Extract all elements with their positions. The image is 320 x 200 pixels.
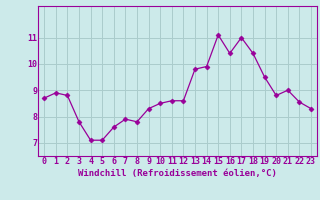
X-axis label: Windchill (Refroidissement éolien,°C): Windchill (Refroidissement éolien,°C) bbox=[78, 169, 277, 178]
